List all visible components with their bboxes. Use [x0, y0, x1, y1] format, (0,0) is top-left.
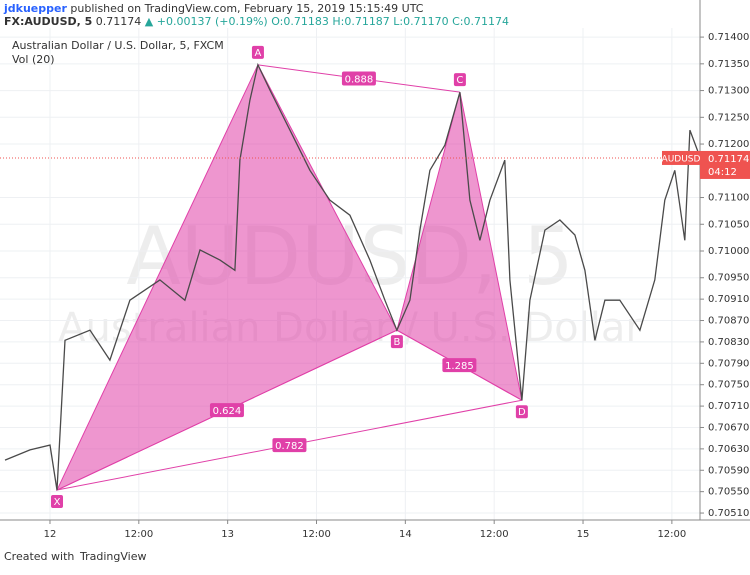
y-tick-label: 0.71000: [708, 246, 749, 257]
y-tick-label: 0.70630: [708, 444, 749, 455]
x-tick-label: 12:00: [480, 529, 509, 540]
symbol: FX:AUDUSD, 5: [4, 15, 92, 28]
plot: AUDUSD, 5Australian Dollar / U.S. Dollar…: [0, 0, 750, 540]
point-box: [390, 335, 403, 349]
y-tick-label: 0.70910: [708, 294, 749, 305]
ohlc: O:0.71183 H:0.71187 L:0.71170 C:0.71174: [271, 15, 509, 28]
point-label: D: [518, 407, 526, 418]
x-tick-label: 15: [577, 529, 590, 540]
ratio-box: [442, 358, 477, 373]
header-line: jdkuepper published on TradingView.com, …: [3, 2, 424, 15]
y-tick-label: 0.71100: [708, 193, 749, 204]
last-price-label: 0.71174: [708, 154, 749, 165]
y-tick-label: 0.71350: [708, 59, 749, 70]
y-tick-label: 0.71400: [708, 32, 749, 43]
last-price-name-box: [662, 150, 700, 165]
last-price-name: AUDUSD: [662, 154, 701, 164]
symbol-line: FX:AUDUSD, 5 0.71174 ▲ +0.00137 (+0.19%)…: [4, 15, 509, 28]
y-tick-label: 0.71300: [708, 86, 749, 97]
ratio-box: [209, 403, 244, 418]
y-tick-label: 0.70790: [708, 358, 749, 369]
y-tick-label: 0.70510: [708, 508, 749, 519]
point-box: [51, 495, 64, 509]
x-tick-label: 13: [221, 529, 234, 540]
footer-created: Created with: [4, 550, 74, 563]
point-label: C: [456, 75, 463, 86]
indicator: Vol (20): [12, 53, 55, 66]
y-tick-label: 0.71200: [708, 139, 749, 150]
y-tick-label: 0.70830: [708, 337, 749, 348]
countdown: 04:12: [708, 167, 737, 178]
x-tick-label: 12: [44, 529, 57, 540]
x-tick-label: 12:00: [124, 529, 153, 540]
ratio-box: [341, 71, 376, 86]
y-tick-label: 0.71250: [708, 112, 749, 123]
ratio-label: 0.888: [345, 75, 374, 86]
point-label: X: [54, 497, 61, 508]
y-tick-label: 0.70750: [708, 380, 749, 391]
y-tick-label: 0.71050: [708, 219, 749, 230]
point-box: [515, 405, 528, 419]
y-tick-label: 0.70710: [708, 401, 749, 412]
y-tick-label: 0.70950: [708, 273, 749, 284]
ratio-box: [272, 438, 307, 453]
x-tick-label: 12:00: [657, 529, 686, 540]
y-tick-label: 0.70870: [708, 316, 749, 327]
footer-brand[interactable]: TradingView: [79, 550, 146, 563]
published: published on TradingView.com, February 1…: [70, 2, 423, 15]
ratio-label: 0.782: [275, 441, 304, 452]
point-label: B: [393, 337, 400, 348]
change: ▲ +0.00137 (+0.19%): [145, 15, 268, 28]
point-label: A: [255, 48, 262, 59]
ratio-label: 1.285: [445, 361, 474, 372]
point-box: [251, 45, 264, 59]
x-tick-label: 14: [399, 529, 412, 540]
x-tick-label: 12:00: [302, 529, 331, 540]
y-tick-label: 0.70670: [708, 422, 749, 433]
publisher: jdkuepper: [3, 2, 67, 15]
y-tick-label: 0.70550: [708, 487, 749, 498]
price-line: [4, 62, 701, 491]
y-tick-label: 0.70590: [708, 465, 749, 476]
ratio-label: 0.624: [213, 406, 242, 417]
chart-title: Australian Dollar / U.S. Dollar, 5, FXCM: [12, 39, 224, 52]
last: 0.71174: [96, 15, 142, 28]
point-box: [453, 73, 466, 87]
last-price-box: [700, 150, 750, 179]
